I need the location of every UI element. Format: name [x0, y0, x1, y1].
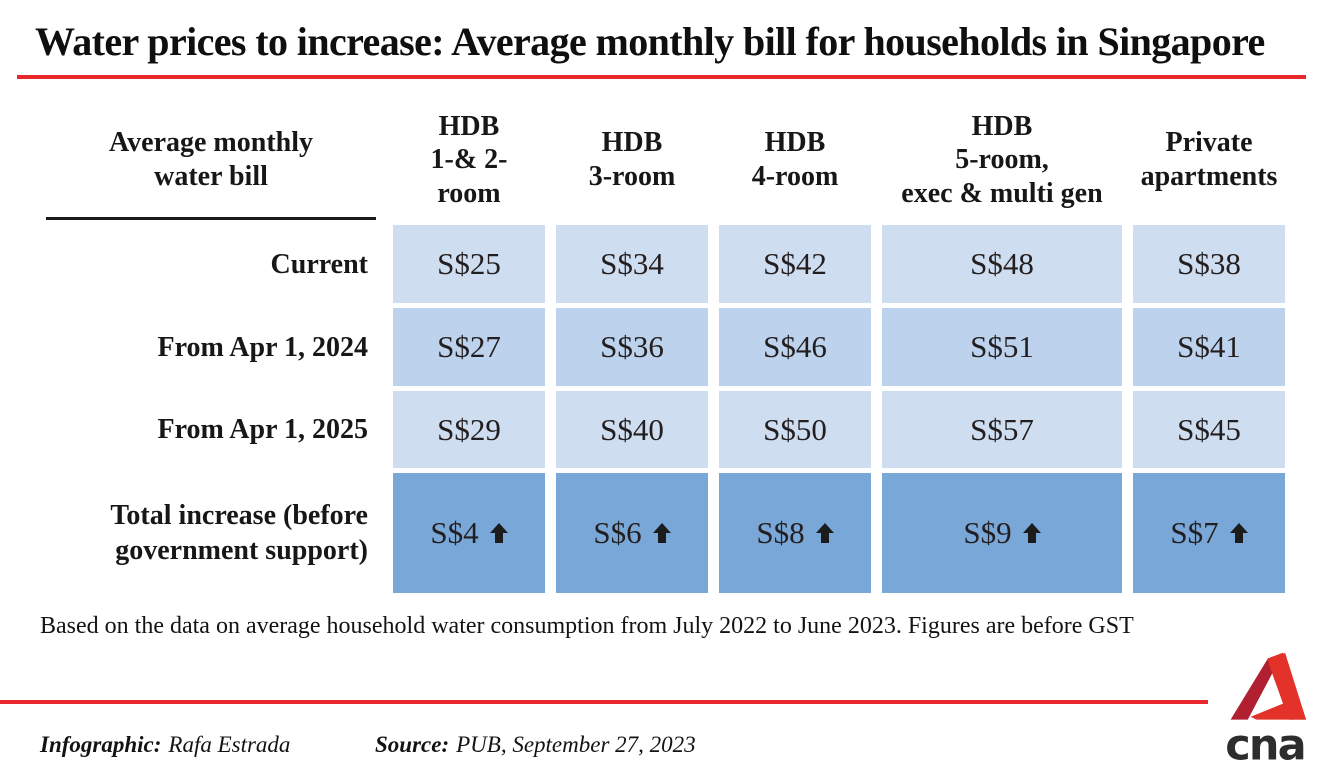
column-header-hdb-4-room: HDB 4-room [751, 127, 839, 192]
row-label-apr-2024: From Apr 1, 2024 [157, 331, 368, 363]
infographic-credit-value: Rafa Estrada [168, 732, 291, 757]
table-corner-header: Average monthly water bill [40, 100, 382, 220]
row-label-apr-2025: From Apr 1, 2025 [157, 414, 368, 445]
table-cell-total: S$8 [719, 473, 871, 593]
source-credit: Source: PUB, September 27, 2023 [375, 732, 696, 758]
table-cell: S$57 [882, 391, 1122, 468]
table-cell: S$36 [556, 308, 708, 386]
up-arrow-icon [815, 523, 834, 543]
table-cell: S$40 [556, 391, 708, 468]
table-cell: S$48 [882, 225, 1122, 303]
table-cell: S$38 [1133, 225, 1285, 303]
total-value: S$8 [756, 515, 805, 550]
title-divider-rule [17, 75, 1306, 79]
up-arrow-icon [1229, 523, 1248, 543]
table-cell: S$51 [882, 308, 1122, 386]
table-cell: S$45 [1133, 391, 1285, 468]
up-arrow-icon [652, 523, 671, 543]
table-cell-total: S$4 [393, 473, 545, 593]
table-cell-total: S$9 [882, 473, 1122, 593]
table-cell: S$42 [719, 225, 871, 303]
table-cell: S$29 [393, 391, 545, 468]
column-header-private-apartments: Private apartments [1140, 127, 1278, 192]
cna-logo-icon: cna [1225, 652, 1307, 771]
footer-divider-rule [0, 700, 1208, 704]
table-cell: S$25 [393, 225, 545, 303]
corner-header-label: Average monthly water bill [109, 127, 313, 192]
table-cell-total: S$6 [556, 473, 708, 593]
footnote-text: Based on the data on average household w… [40, 613, 1134, 639]
source-credit-label: Source: [375, 732, 450, 757]
row-label-total-increase: Total increase (before government suppor… [110, 500, 368, 566]
source-credit-value: PUB, September 27, 2023 [456, 732, 696, 757]
total-value: S$6 [593, 515, 642, 550]
column-header-hdb-3-room: HDB 3-room [588, 127, 676, 192]
table-cell: S$50 [719, 391, 871, 468]
cna-logo: cna [1222, 652, 1308, 771]
table-cell: S$34 [556, 225, 708, 303]
up-arrow-icon [1022, 523, 1041, 543]
page-title: Water prices to increase: Average monthl… [35, 19, 1265, 64]
infographic-credit: Infographic: Rafa Estrada [40, 732, 290, 758]
column-header-hdb-1-2-room: HDB 1-& 2- room [430, 110, 508, 209]
table-cell-total: S$7 [1133, 473, 1285, 593]
total-value: S$9 [963, 515, 1012, 550]
total-value: S$7 [1170, 515, 1219, 550]
total-value: S$4 [430, 515, 479, 550]
corner-header-underline [46, 217, 376, 220]
table-cell: S$41 [1133, 308, 1285, 386]
table-cell: S$46 [719, 308, 871, 386]
cna-logo-wordmark: cna [1225, 721, 1304, 770]
infographic-credit-label: Infographic: [40, 732, 162, 757]
up-arrow-icon [489, 523, 508, 543]
table-cell: S$27 [393, 308, 545, 386]
water-bill-table: Average monthly water bill HDB 1-& 2- ro… [40, 100, 1285, 593]
row-label-current: Current [270, 248, 368, 280]
column-header-hdb-5-room: HDB 5-room, exec & multi gen [901, 110, 1103, 209]
